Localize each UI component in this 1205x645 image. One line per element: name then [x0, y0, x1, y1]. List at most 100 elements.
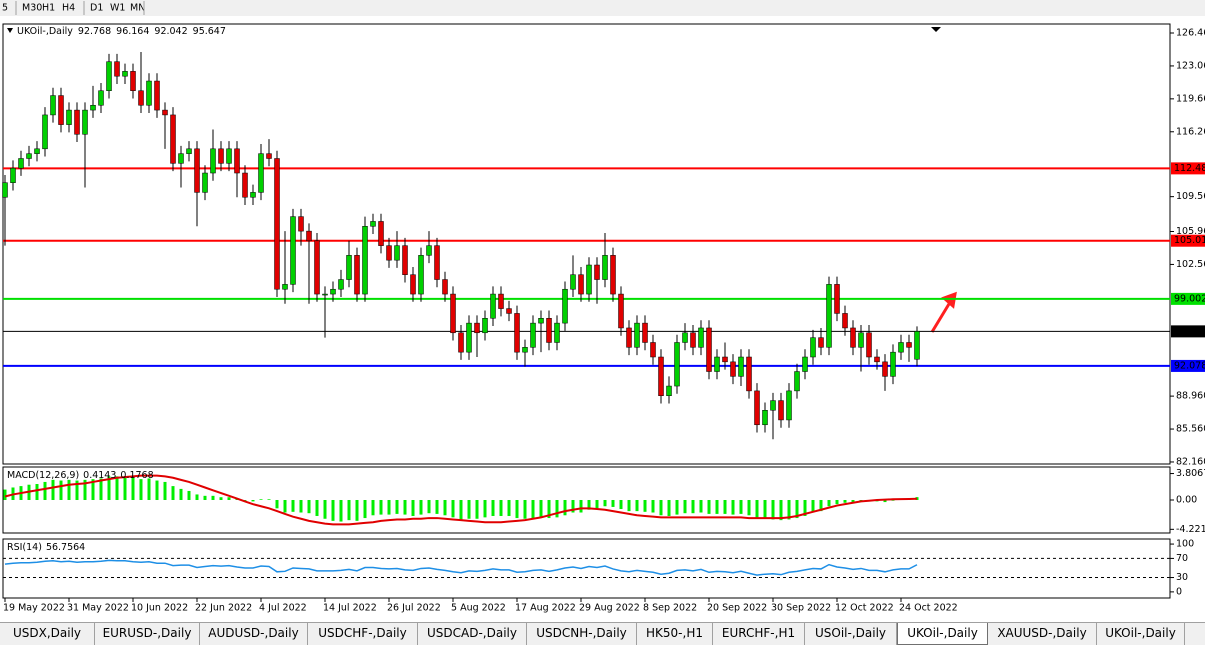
candle-body — [314, 240, 320, 295]
macd-bar — [51, 479, 55, 500]
y-tick-label: -4.221 — [1176, 524, 1205, 535]
candle-body — [242, 172, 248, 198]
chart-tab[interactable]: AUDUSD-,Daily — [200, 623, 308, 645]
macd-bar — [251, 500, 255, 502]
chart-tab[interactable]: EURCHF-,H1 — [713, 623, 805, 645]
macd-bar — [531, 500, 535, 519]
x-tick-label: 26 Jul 2022 — [387, 603, 441, 614]
macd-bar — [115, 476, 119, 500]
candle-body — [378, 221, 384, 246]
candle-body — [106, 61, 112, 91]
candle-body — [682, 332, 688, 343]
symbol-marker — [7, 28, 13, 33]
candle-body — [18, 158, 24, 169]
timeframe-button[interactable]: H4 — [62, 3, 75, 14]
candle-body — [306, 230, 312, 242]
macd-bar — [659, 500, 663, 516]
signal-line — [4, 474, 918, 526]
indicator-name: MACD(12,26,9) — [7, 470, 79, 481]
indicator-title: MACD(12,26,9) 0.4143 0.1768 — [7, 470, 154, 481]
x-tick-label: 10 Jun 2022 — [131, 603, 188, 614]
macd-bar — [267, 499, 271, 500]
chart-tab[interactable]: USOil-,Daily — [805, 623, 897, 645]
level-label-bg — [1171, 234, 1205, 247]
candle-body — [578, 274, 584, 295]
candle-body — [698, 327, 704, 348]
macd-bar — [443, 500, 447, 516]
macd-bar — [123, 476, 127, 500]
timeframe-button[interactable]: W1 — [110, 3, 125, 14]
ohlc-value: 95.647 — [193, 26, 226, 37]
chart-tab[interactable]: USDX,Daily — [0, 623, 95, 645]
macd-bar — [691, 500, 695, 514]
chart-tab[interactable]: EURUSD-,Daily — [95, 623, 200, 645]
candle-body — [370, 221, 376, 227]
candle-body — [490, 293, 496, 319]
candle-body — [522, 347, 528, 353]
chart-tab[interactable]: USDCNH-,Daily — [527, 623, 637, 645]
candle-body — [354, 255, 360, 295]
macd-bar — [347, 500, 351, 521]
macd-bar — [467, 500, 471, 519]
timeframe-button[interactable]: MN — [130, 3, 145, 14]
candle-body — [386, 245, 392, 261]
macd-bar — [771, 500, 775, 520]
timeframe-button[interactable]: M30 — [22, 3, 42, 14]
candle-body — [90, 104, 96, 111]
y-tick-label: 102.560 — [1176, 259, 1205, 270]
macd-bar — [787, 500, 791, 520]
timeframe-button[interactable]: D1 — [90, 3, 103, 14]
candle-body — [170, 114, 176, 164]
y-tick-label: 82.160 — [1176, 456, 1205, 467]
macd-bar — [171, 486, 175, 500]
candle-body — [706, 327, 712, 372]
x-tick-label: 8 Sep 2022 — [643, 603, 697, 614]
candle-body — [258, 153, 264, 193]
macd-bar — [523, 500, 527, 519]
x-tick-label: 19 May 2022 — [3, 603, 65, 614]
macd-bar — [411, 500, 415, 516]
indicator-value: 0.4143 — [83, 470, 116, 481]
chart-tab[interactable]: UKOil-,Daily — [897, 623, 988, 645]
macd-bar — [883, 500, 887, 503]
candle-body — [162, 109, 168, 116]
candle-body — [874, 356, 880, 363]
candle-body — [618, 293, 624, 329]
ohlc-value: 92.768 — [78, 26, 111, 37]
timeframe-button[interactable]: 5 — [2, 3, 8, 14]
macd-bar — [611, 500, 615, 507]
y-tick-label: 30 — [1176, 572, 1188, 583]
candle-body — [770, 400, 776, 411]
macd-bar — [3, 489, 7, 500]
candle-body — [418, 255, 424, 295]
chart-tab[interactable]: XAUUSD-,Daily — [988, 623, 1097, 645]
macd-bar — [563, 500, 567, 516]
indicator-name: RSI(14) — [7, 542, 42, 553]
indicator-value: 56.7564 — [46, 542, 85, 553]
candle-body — [186, 148, 192, 154]
candle-body — [202, 172, 208, 193]
macd-bar — [419, 500, 423, 515]
candle-body — [906, 342, 912, 348]
macd-bar — [283, 500, 287, 513]
timeframe-button[interactable]: H1 — [42, 3, 55, 14]
macd-bar — [731, 500, 735, 515]
candle-body — [802, 356, 808, 372]
candle-body — [442, 279, 448, 295]
bid-label-bg — [1171, 325, 1205, 338]
chart-tab[interactable]: HK50-,H1 — [637, 623, 713, 645]
y-tick-label: 70 — [1176, 553, 1188, 564]
macd-bar — [715, 500, 719, 514]
candle-body — [266, 153, 272, 159]
macd-bar — [539, 500, 543, 518]
candle-body — [650, 342, 656, 358]
chart-tab[interactable]: USDCHF-,Daily — [308, 623, 418, 645]
macd-panel — [2, 466, 1171, 534]
candle-body — [666, 385, 672, 396]
chart-tab[interactable]: USDCAD-,Daily — [418, 623, 527, 645]
macd-bar — [587, 500, 591, 510]
level-label: 105.01 — [1174, 235, 1205, 246]
candle-body — [594, 264, 600, 280]
chart-tab[interactable]: UKOil-,Daily — [1097, 623, 1185, 645]
candle-body — [626, 327, 632, 348]
